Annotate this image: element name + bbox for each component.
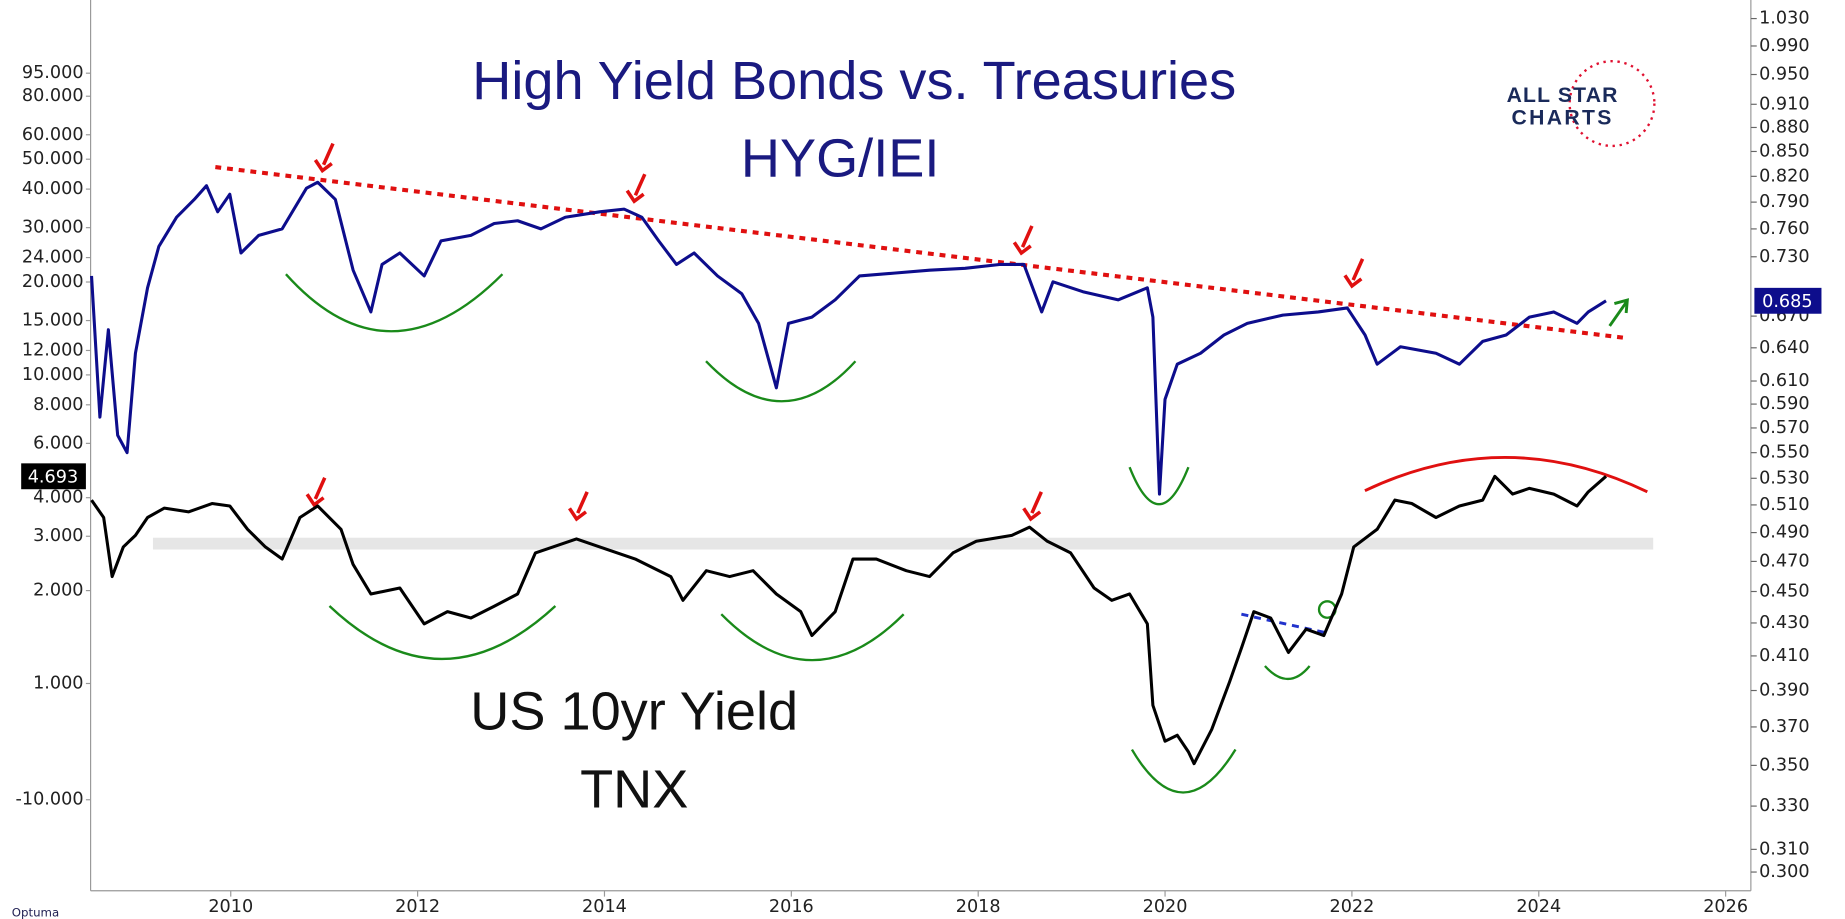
y-tick-label: 10.000 (22, 365, 84, 385)
y2-tick-label: 0.990 (1759, 36, 1809, 56)
y-tick-label: 12.000 (22, 340, 84, 360)
y2-tick-label: 0.950 (1759, 65, 1809, 85)
y2-tick-label: 0.410 (1759, 646, 1809, 666)
y2-tick-label: 0.390 (1759, 681, 1809, 701)
y-tick-label: 4.000 (33, 488, 83, 508)
trend-line (215, 165, 1625, 340)
y-tick-label: 8.000 (33, 395, 83, 415)
y2-tick-label: 0.570 (1759, 418, 1809, 438)
y2-tick-label: 0.530 (1759, 468, 1809, 488)
up-arrow (1608, 298, 1629, 327)
y-tick-label: 80.000 (22, 86, 84, 106)
series-line (90, 180, 1607, 496)
y2-tick-label: 0.550 (1759, 443, 1809, 463)
y2-tick-label: 0.760 (1759, 219, 1809, 239)
y-tick-label: 40.000 (22, 179, 84, 199)
y-tick-label: 15.000 (22, 311, 84, 331)
x-tick-label: 2016 (769, 897, 814, 917)
support-band (152, 537, 1654, 550)
y-tick-label: 20.000 (22, 272, 84, 292)
y-tick-label: 1.000 (33, 673, 83, 693)
x-tick-label: 2014 (582, 897, 627, 917)
y2-tick-label: 0.310 (1759, 839, 1809, 859)
logo: ALL STAR CHARTS (1507, 60, 1656, 148)
y2-tick-label: 0.490 (1759, 523, 1809, 543)
chart-title: High Yield Bonds vs. Treasuries (472, 51, 1236, 111)
value-tag-label: 0.685 (1762, 292, 1812, 312)
series-line (90, 474, 1608, 766)
x-tick-label: 2022 (1329, 897, 1374, 917)
logo-text: ALL STAR (1507, 84, 1619, 107)
blue-dash (1241, 612, 1328, 635)
y2-tick-label: 0.470 (1759, 551, 1809, 571)
y2-tick-label: 0.640 (1759, 338, 1809, 358)
top-arc (1364, 455, 1648, 494)
y2-tick-label: 0.850 (1759, 141, 1809, 161)
y2-tick-label: 0.820 (1759, 166, 1809, 186)
y-tick-label: 24.000 (22, 248, 84, 268)
y-tick-label: -10.000 (16, 790, 84, 810)
y-tick-label: 50.000 (22, 149, 84, 169)
y-tick-label: 2.000 (33, 581, 83, 601)
y2-tick-label: 0.590 (1759, 394, 1809, 414)
y2-tick-label: 0.910 (1759, 94, 1809, 114)
y2-tick-label: 0.330 (1759, 796, 1809, 816)
logo-text: CHARTS (1511, 106, 1613, 129)
value-tag-box (1754, 287, 1822, 314)
value-tag: 4.693 (21, 463, 86, 490)
y2-tick-label: 0.450 (1759, 582, 1809, 602)
base-arcs (285, 273, 1337, 794)
y2-tick-label: 0.880 (1759, 117, 1809, 137)
logo-ring (1568, 60, 1656, 148)
y2-tick-label: 0.510 (1759, 495, 1809, 515)
x-tick-label: 2020 (1143, 897, 1188, 917)
y-tick-label: 95.000 (22, 63, 84, 83)
x-tick-label: 2018 (956, 897, 1001, 917)
y2-tick-label: 0.430 (1759, 613, 1809, 633)
source: Optuma (12, 906, 59, 919)
y-tick-label: 60.000 (22, 125, 84, 145)
y-tick-label: 3.000 (33, 526, 83, 546)
y2-tick-label: 0.350 (1759, 755, 1809, 775)
annotation: TNX (580, 759, 688, 819)
arrows (305, 142, 1365, 522)
x-tick-label: 2010 (208, 897, 253, 917)
x-tick-label: 2026 (1703, 897, 1748, 917)
annotations (152, 142, 1654, 794)
y2-tick-label: 0.370 (1759, 717, 1809, 737)
y2-tick-label: 0.730 (1759, 247, 1809, 267)
x-tick-label: 2024 (1516, 897, 1561, 917)
annotation: US 10yr Yield (470, 682, 798, 742)
x-tick-label: 2012 (395, 897, 440, 917)
y2-tick-label: 0.610 (1759, 371, 1809, 391)
value-tag: 0.685 (1754, 287, 1822, 314)
y2-tick-label: 0.300 (1759, 862, 1809, 882)
y2-tick-label: 1.030 (1759, 9, 1809, 29)
y-tick-label: 30.000 (22, 218, 84, 238)
value-tag-label: 4.693 (28, 467, 78, 487)
subtitle: HYG/IEI (741, 129, 939, 189)
y2-tick-label: 0.790 (1759, 192, 1809, 212)
value-tag-box (21, 463, 86, 490)
y-tick-label: 6.000 (33, 433, 83, 453)
